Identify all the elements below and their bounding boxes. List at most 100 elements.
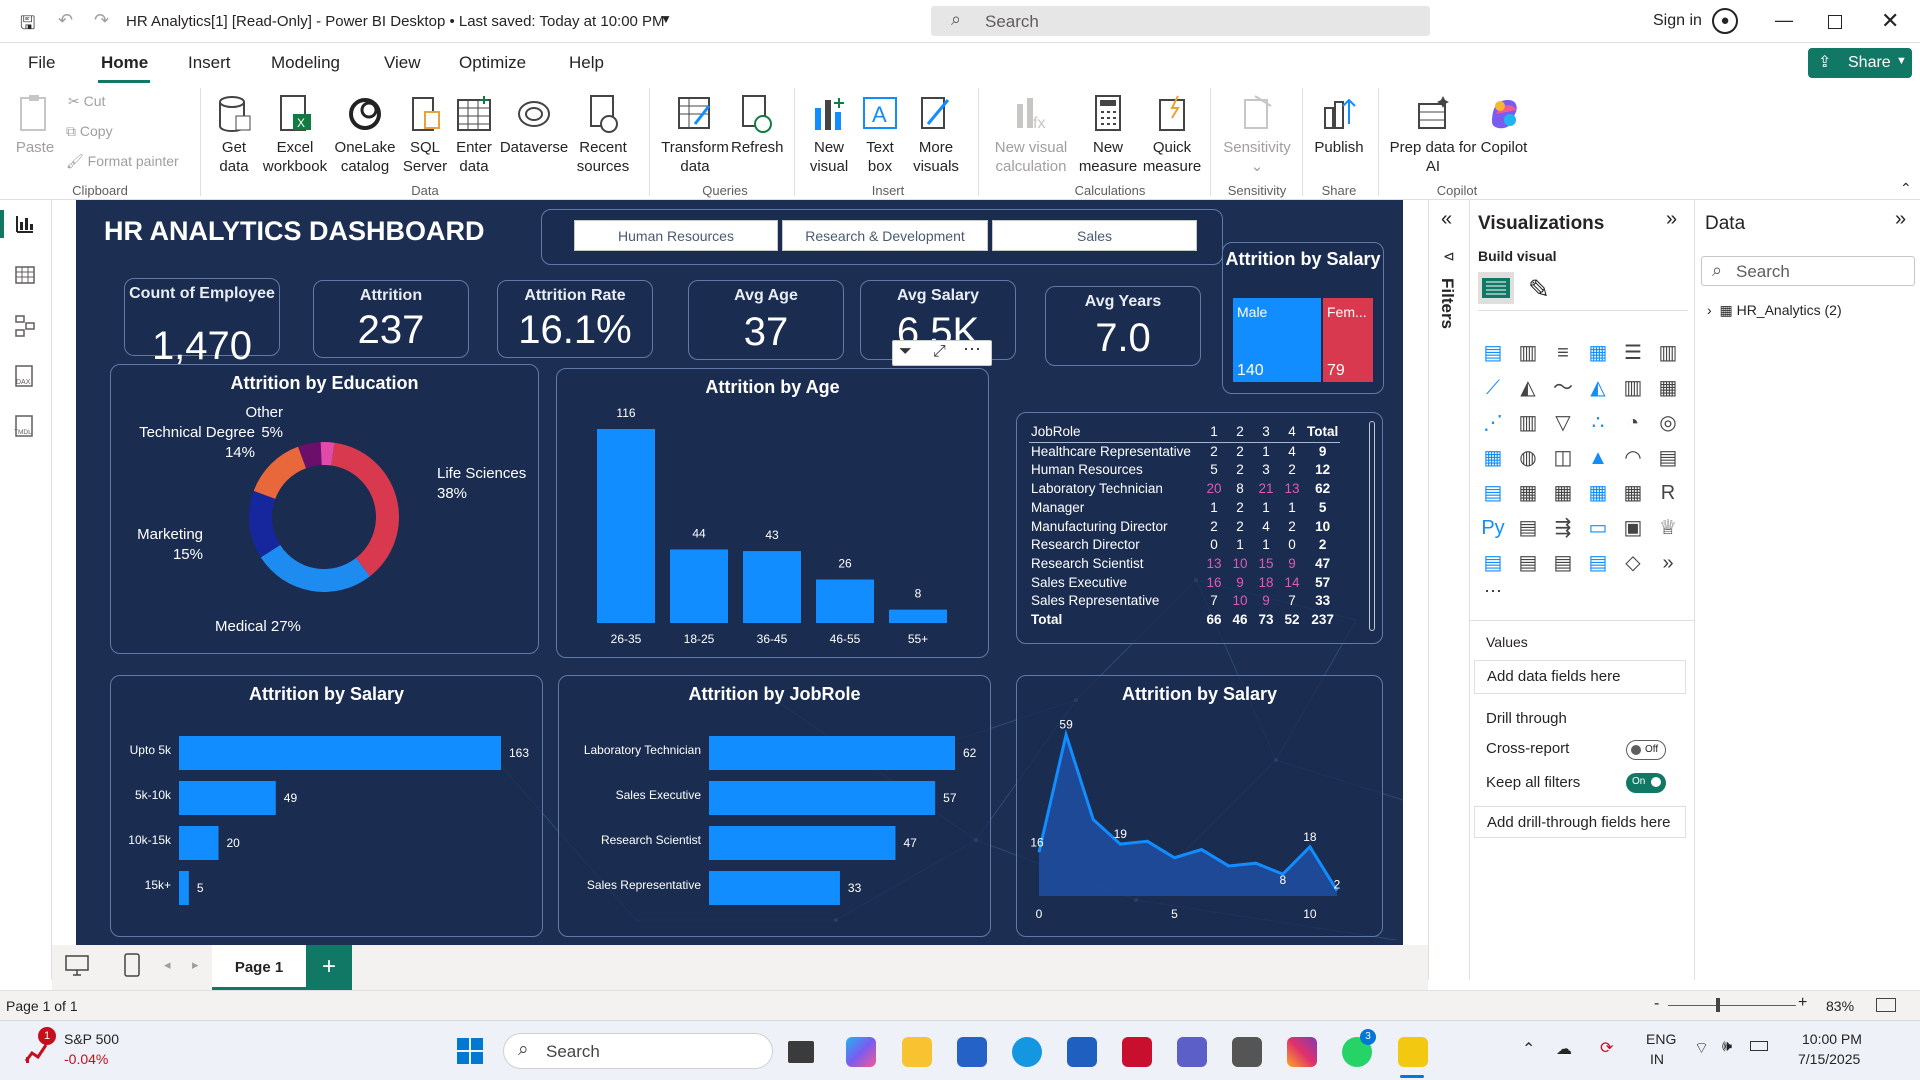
- tmdl-view-icon[interactable]: TMDL: [13, 415, 37, 439]
- zoom-out-icon[interactable]: -: [1654, 995, 1660, 1012]
- dataverse-button[interactable]: Dataverse: [498, 94, 570, 157]
- age-bar[interactable]: [670, 549, 728, 623]
- ribbon-icon[interactable]: ⋰: [1483, 412, 1503, 434]
- teams-icon[interactable]: [1177, 1037, 1207, 1067]
- filled-map-icon[interactable]: ◫: [1553, 447, 1573, 469]
- slicer-icon[interactable]: ▦: [1553, 482, 1573, 504]
- matrix-row[interactable]: Human Resources 5 2 3 2 12: [1029, 461, 1340, 480]
- matrix-row[interactable]: Research Scientist 13 10 15 9 47: [1029, 555, 1340, 574]
- report-canvas[interactable]: HR ANALYTICS DASHBOARD Human Resources R…: [76, 200, 1403, 945]
- prev-page-icon[interactable]: ◂: [164, 957, 171, 972]
- decomposition-tree-icon[interactable]: ⇶: [1554, 517, 1572, 539]
- stacked-area-icon[interactable]: 〜: [1553, 377, 1573, 399]
- recent-sources-button[interactable]: Recent sources: [570, 94, 636, 176]
- age-bar[interactable]: [597, 429, 655, 623]
- 100-bar-icon[interactable]: ☰: [1624, 342, 1642, 364]
- nxt-wave-icon[interactable]: [1232, 1037, 1262, 1067]
- matrix-row[interactable]: Manufacturing Director 2 2 4 2 10: [1029, 518, 1340, 537]
- publish-button[interactable]: Publish: [1310, 94, 1368, 157]
- zoom-slider-thumb[interactable]: [1716, 998, 1720, 1012]
- menu-modeling[interactable]: Modeling: [271, 53, 340, 72]
- power-bi-taskbar-icon[interactable]: [1398, 1037, 1428, 1067]
- desktop-layout-icon[interactable]: [65, 955, 89, 977]
- line-clustered-icon[interactable]: ▦: [1658, 377, 1678, 399]
- matrix-row[interactable]: Sales Executive 16 9 18 14 57: [1029, 574, 1340, 593]
- account-icon[interactable]: ●: [1712, 8, 1738, 34]
- map-icon[interactable]: ◍: [1519, 447, 1537, 469]
- battery-icon[interactable]: [1750, 1041, 1768, 1051]
- donut-slice-human-resources[interactable]: [320, 442, 335, 466]
- new-visual-calculation-button[interactable]: fx New visual calculation: [988, 94, 1074, 176]
- matrix-row[interactable]: Sales Representative 7 10 9 7 33: [1029, 592, 1340, 611]
- scatter-icon[interactable]: ∴: [1591, 412, 1605, 434]
- whiteboard-icon[interactable]: [1067, 1037, 1097, 1067]
- new-measure-button[interactable]: New measure: [1077, 94, 1139, 176]
- new-visual-button[interactable]: New visual: [805, 94, 853, 176]
- more-visuals-ellipsis[interactable]: ···: [1484, 580, 1502, 600]
- age-bar[interactable]: [743, 551, 801, 623]
- format-painter-button[interactable]: 🖌 Format painter: [66, 152, 179, 171]
- waterfall-icon[interactable]: ▥: [1518, 412, 1538, 434]
- keep-filters-toggle[interactable]: On: [1626, 773, 1666, 793]
- hbar[interactable]: [709, 781, 936, 815]
- paginated-report-icon[interactable]: ▤: [1483, 552, 1503, 574]
- slicer-new-icon[interactable]: ▤: [1553, 552, 1573, 574]
- matrix-row[interactable]: Laboratory Technician 20 8 21 13 62: [1029, 480, 1340, 499]
- quick-measure-button[interactable]: Quick measure: [1142, 94, 1202, 176]
- fit-to-page-icon[interactable]: [1876, 998, 1896, 1012]
- minimize-icon[interactable]: —: [1775, 10, 1793, 30]
- male-tile[interactable]: Male 140: [1233, 298, 1321, 382]
- menu-home[interactable]: Home: [101, 53, 149, 72]
- maximize-icon[interactable]: [1828, 15, 1842, 29]
- close-icon[interactable]: ✕: [1881, 8, 1900, 33]
- clustered-column-icon[interactable]: ▦: [1588, 342, 1608, 364]
- matrix-scrollbar[interactable]: [1369, 421, 1375, 631]
- refresh-button[interactable]: Refresh: [731, 94, 784, 157]
- stock-widget-icon[interactable]: 1: [22, 1027, 58, 1069]
- azure-map-icon[interactable]: ▲: [1588, 447, 1608, 469]
- kpi-attrition-rate[interactable]: Attrition Rate 16.1%: [497, 280, 653, 358]
- transform-data-button[interactable]: Transform data: [660, 94, 730, 176]
- hbar[interactable]: [179, 781, 276, 815]
- dax-query-icon[interactable]: DAX: [13, 365, 37, 389]
- excel-button[interactable]: X Excel workbook: [260, 94, 330, 176]
- get-data-button[interactable]: Get data: [208, 94, 260, 176]
- donut-slice-marketing[interactable]: [249, 490, 281, 558]
- onedrive-icon[interactable]: ☁: [1556, 1041, 1572, 1058]
- mobile-layout-icon[interactable]: [124, 953, 140, 977]
- donut-slice-medical[interactable]: [260, 544, 371, 592]
- sql-button[interactable]: SQL Server: [398, 94, 452, 176]
- hbar[interactable]: [709, 826, 896, 860]
- focus-mode-icon[interactable]: ⤢: [933, 343, 946, 360]
- cut-button[interactable]: ✂ Cut: [68, 92, 105, 111]
- data-table-item[interactable]: › ▦ HR_Analytics (2): [1707, 302, 1842, 319]
- r-visual-icon[interactable]: R: [1660, 482, 1676, 504]
- donut-slice-other[interactable]: [298, 442, 322, 469]
- age-bar[interactable]: [889, 609, 947, 623]
- key-influencers-icon[interactable]: ▤: [1518, 517, 1538, 539]
- filter-icon[interactable]: ⏷: [899, 343, 912, 360]
- language-label[interactable]: ENG: [1646, 1031, 1677, 1047]
- prep-data-ai-button[interactable]: Prep data for AI: [1384, 94, 1482, 176]
- education-donut-chart[interactable]: Attrition by Education Life Sciences 38% …: [110, 364, 539, 654]
- multi-row-card-icon[interactable]: ▤: [1483, 482, 1503, 504]
- more-visuals-button[interactable]: More visuals: [907, 94, 965, 176]
- undo-icon[interactable]: ↶: [58, 10, 74, 30]
- line-column-icon[interactable]: ▥: [1623, 377, 1643, 399]
- store-icon[interactable]: [957, 1037, 987, 1067]
- matrix-row[interactable]: Healthcare Representative 2 2 1 4 9: [1029, 442, 1340, 461]
- matrix-header-cell[interactable]: 4: [1279, 423, 1305, 443]
- add-page-button[interactable]: +: [306, 945, 352, 990]
- search-input[interactable]: ⌕ Search: [931, 6, 1430, 36]
- values-drop-zone[interactable]: Add data fields here: [1474, 660, 1686, 694]
- gender-attrition-card[interactable]: Attrition by Salary Male 140 Fem... 79: [1222, 242, 1384, 394]
- metrics-icon[interactable]: ♕: [1659, 517, 1677, 539]
- sensitivity-button[interactable]: Sensitivity ⌄: [1218, 94, 1296, 176]
- copy-button[interactable]: ⧉ Copy: [66, 122, 113, 141]
- data-search-input[interactable]: ⌕ Search: [1701, 256, 1915, 286]
- collapse-ribbon-icon[interactable]: ⌃: [1900, 180, 1912, 196]
- more-options-icon[interactable]: ⋯: [963, 339, 981, 359]
- stacked-bar-icon[interactable]: ▤: [1483, 342, 1503, 364]
- matrix-header-cell[interactable]: 3: [1253, 423, 1279, 443]
- table-icon[interactable]: ▦: [1588, 482, 1608, 504]
